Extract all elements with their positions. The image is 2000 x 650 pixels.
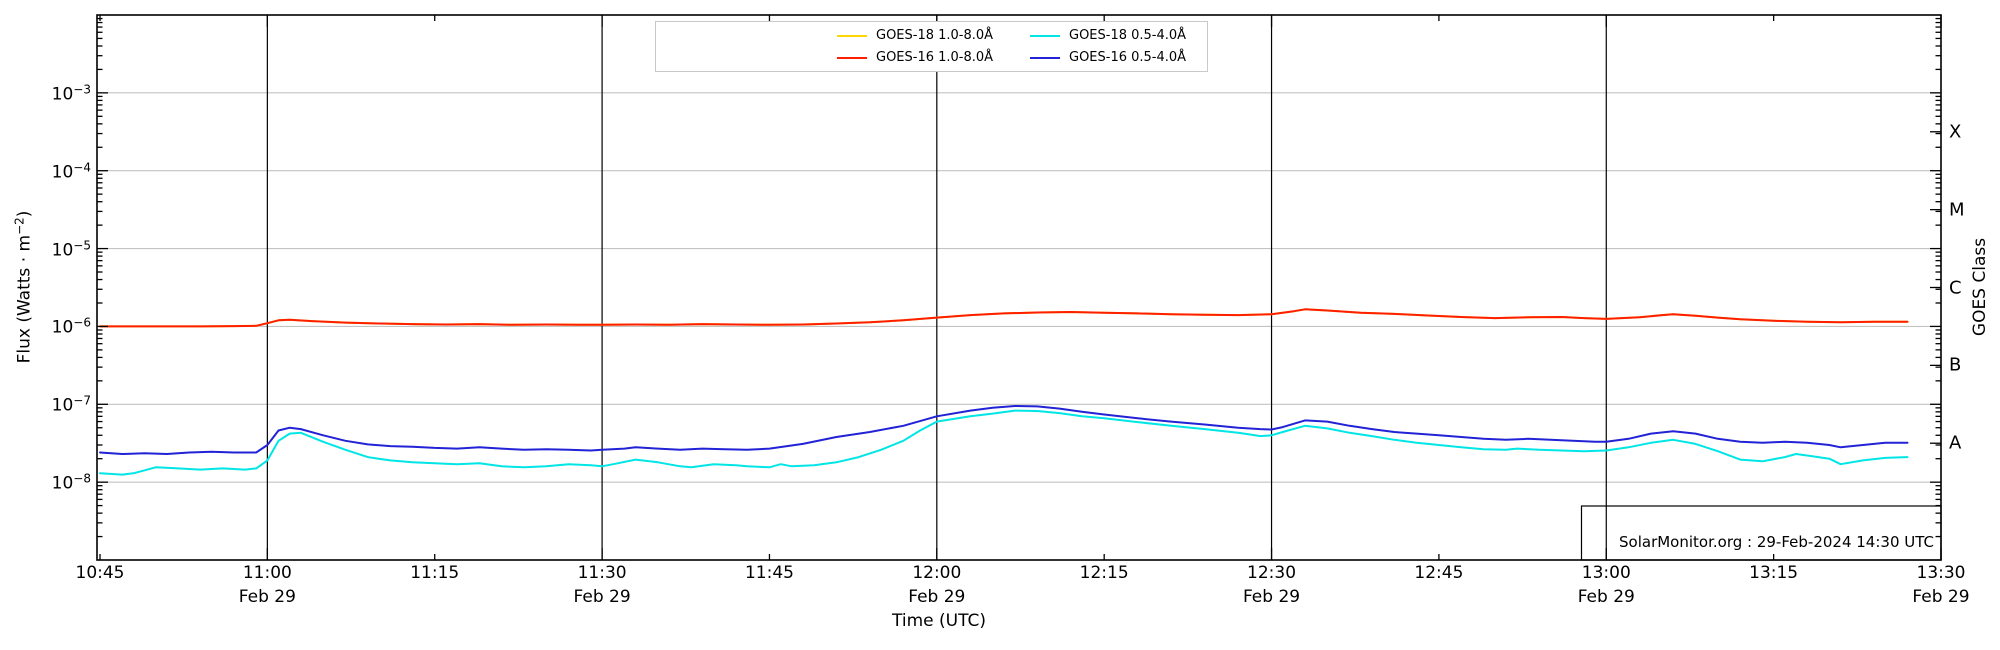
x-tick-label: 11:00 bbox=[242, 563, 292, 583]
legend-entry: GOES-16 1.0-8.0Å bbox=[837, 50, 1030, 65]
x-tick-label: 12:30 bbox=[1247, 563, 1297, 583]
y-tick-label: 10−3 bbox=[51, 82, 91, 105]
x-tick-date-label: Feb 29 bbox=[1242, 587, 1301, 607]
v-gridlines bbox=[266, 15, 1607, 560]
y-axis-title-right: GOES Class bbox=[1970, 237, 1990, 337]
y-tick-label: 10−6 bbox=[51, 316, 91, 338]
series-goes-18-0-5-4-0- bbox=[99, 409, 1909, 476]
legend-line-swatch bbox=[837, 56, 867, 59]
legend-entry: GOES-16 0.5-4.0Å bbox=[1030, 50, 1203, 65]
y-tick-exponent: −6 bbox=[73, 316, 91, 331]
goes-class-label-x: X bbox=[1949, 121, 1962, 143]
x-axis-title: Time (UTC) bbox=[892, 611, 986, 631]
series-goes-16-0-5-4-0- bbox=[99, 405, 1909, 455]
y-tick-label: 10−4 bbox=[51, 160, 91, 183]
x-tick-label: 11:15 bbox=[410, 563, 460, 583]
legend: GOES-18 1.0-8.0Å GOES-18 0.5-4.0Å GOES-16 … bbox=[655, 21, 1208, 72]
y-tick-label: 10−8 bbox=[51, 471, 91, 494]
legend-entry: GOES-18 1.0-8.0Å bbox=[837, 28, 1030, 43]
legend-line-swatch bbox=[1030, 56, 1060, 59]
legend-entry-label: GOES-18 1.0-8.0Å bbox=[876, 28, 994, 43]
y-tick-exponent: −5 bbox=[73, 238, 91, 253]
x-tick-label: 12:45 bbox=[1414, 563, 1464, 583]
series-goes-16-1-0-8-0- bbox=[99, 308, 1909, 328]
y-tick-label: 10−7 bbox=[51, 393, 91, 416]
y-tick-exponent: −3 bbox=[73, 82, 91, 97]
legend-line-swatch bbox=[1030, 34, 1060, 37]
x-tick-date-label: Feb 29 bbox=[1912, 587, 1970, 607]
x-tick-label: 13:00 bbox=[1581, 563, 1631, 583]
x-tick-label: 12:15 bbox=[1079, 563, 1129, 583]
goes-class-label-b: B bbox=[1949, 354, 1962, 376]
legend-entry-label: GOES-16 1.0-8.0Å bbox=[876, 50, 994, 65]
x-tick-label: 12:00 bbox=[912, 563, 962, 583]
x-tick-label: 11:45 bbox=[744, 563, 794, 583]
y-axis-title-left: Flux (Watts · m−2) bbox=[12, 210, 35, 364]
y-tick-label: 10−5 bbox=[51, 238, 91, 260]
goes-class-label-m: M bbox=[1949, 199, 1965, 221]
goes-class-label-a: A bbox=[1949, 432, 1962, 454]
h-gridlines bbox=[97, 92, 1941, 483]
x-tick-date-label: Feb 29 bbox=[1577, 587, 1635, 607]
legend-entry: GOES-18 0.5-4.0Å bbox=[1030, 28, 1203, 43]
x-tick-label: 11:30 bbox=[577, 563, 627, 583]
y-tick-exponent: −7 bbox=[73, 393, 91, 408]
legend-entry-label: GOES-16 0.5-4.0Å bbox=[1069, 50, 1187, 65]
x-tick-label: 13:30 bbox=[1916, 563, 1966, 583]
y-tick-exponent: −8 bbox=[73, 471, 91, 486]
legend-line-swatch bbox=[837, 34, 867, 37]
goes-class-label-c: C bbox=[1949, 277, 1962, 298]
legend-entry-label: GOES-18 0.5-4.0Å bbox=[1069, 28, 1187, 43]
x-tick-date-label: Feb 29 bbox=[908, 587, 966, 607]
solarmonitor-timestamp: SolarMonitor.org : 29-Feb-2024 14:30 UTC bbox=[1619, 533, 1934, 551]
x-tick-date-label: Feb 29 bbox=[573, 587, 631, 607]
y-tick-exponent: −4 bbox=[73, 160, 91, 175]
y-title-exponent: −2 bbox=[12, 217, 27, 235]
x-tick-label: 10:45 bbox=[75, 563, 125, 583]
x-tick-label: 13:15 bbox=[1749, 563, 1799, 583]
series-lines bbox=[99, 308, 1909, 476]
x-tick-date-label: Feb 29 bbox=[238, 587, 296, 607]
axis-ticks bbox=[97, 15, 1942, 560]
plot-border bbox=[96, 14, 1942, 561]
